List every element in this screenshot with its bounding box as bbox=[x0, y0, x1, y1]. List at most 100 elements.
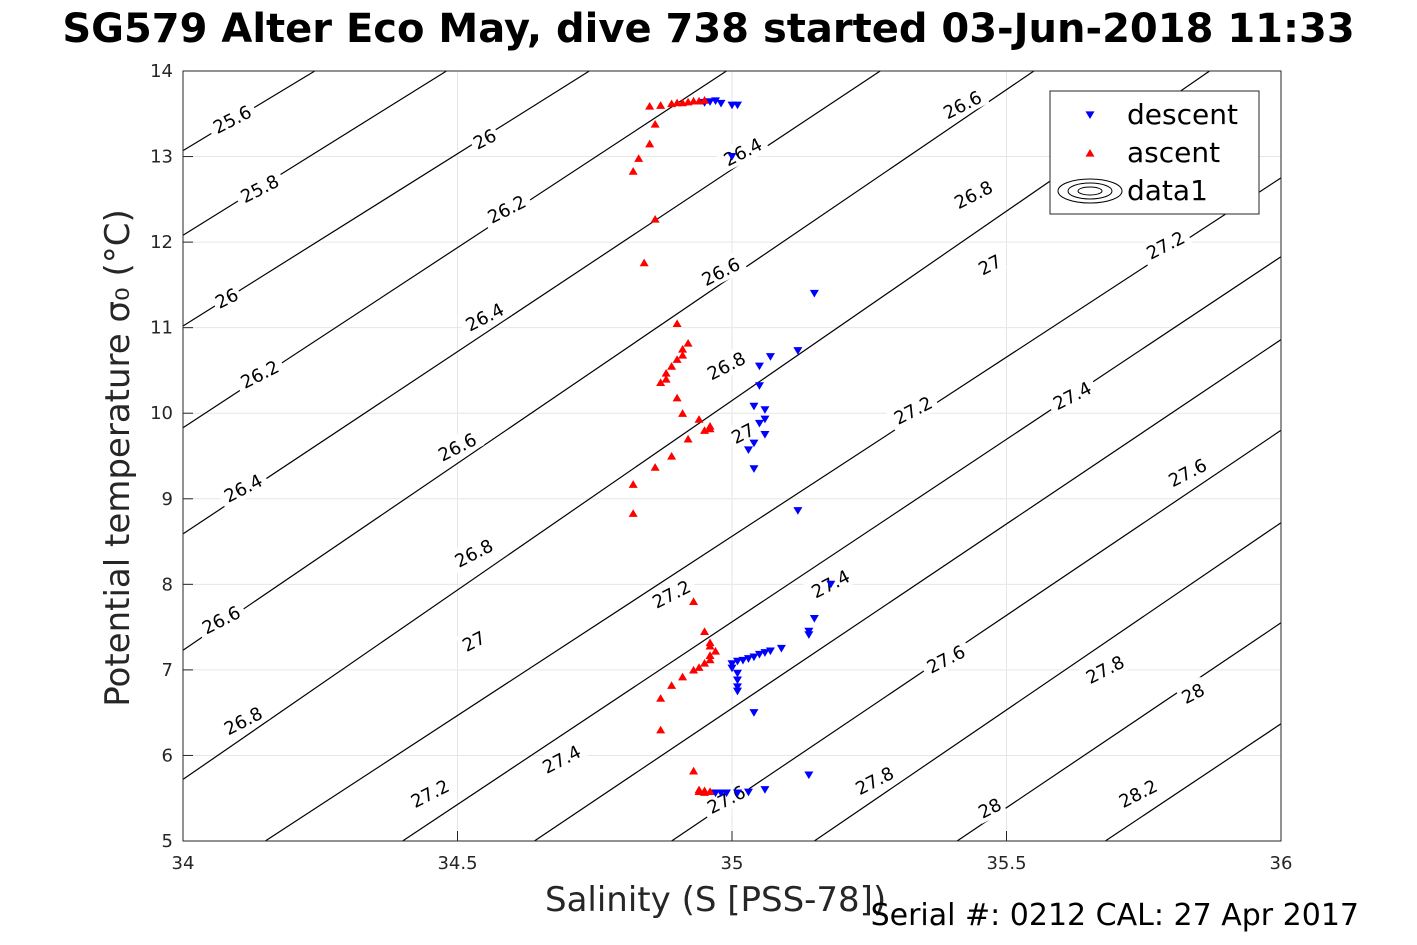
descent-point bbox=[809, 289, 819, 298]
ascent-point bbox=[705, 424, 715, 433]
contour-label-bg bbox=[918, 637, 973, 680]
ascent-point bbox=[667, 681, 677, 689]
contour-label: 27 bbox=[725, 416, 761, 450]
descent-point bbox=[793, 347, 803, 355]
ascent-point bbox=[672, 355, 682, 363]
y-tick-label: 6 bbox=[162, 745, 173, 766]
ascent-point bbox=[634, 154, 644, 162]
y-tick-label: 10 bbox=[150, 403, 173, 424]
descent-point bbox=[743, 788, 753, 797]
x-axis-ticks: 34 34.5 35 35.5 36 bbox=[172, 831, 1292, 874]
x-tick-label: 35.5 bbox=[986, 853, 1026, 874]
descent-point bbox=[727, 664, 737, 673]
contour-line bbox=[402, 256, 1282, 842]
contour-label: 26.2 bbox=[479, 187, 534, 230]
descent-point bbox=[765, 353, 775, 361]
contour-label-bg bbox=[456, 624, 492, 657]
contour-label: 26 bbox=[466, 122, 502, 155]
contour-label: 26.8 bbox=[215, 699, 271, 742]
ascent-point bbox=[667, 451, 677, 460]
ascent-point bbox=[678, 350, 688, 359]
contour-label: 26.4 bbox=[715, 130, 770, 173]
ascent-point bbox=[700, 658, 710, 667]
contour-label: 25.8 bbox=[232, 167, 287, 210]
ascent-point bbox=[645, 139, 655, 148]
descent-point bbox=[749, 439, 759, 448]
ascent-point bbox=[705, 651, 715, 659]
contour-label-bg bbox=[885, 388, 941, 431]
descent-point bbox=[749, 465, 759, 473]
y-tick-label: 11 bbox=[150, 318, 173, 339]
ascent-point bbox=[700, 786, 710, 795]
contour-label: 25.6 bbox=[204, 97, 260, 141]
contour-label: 27.6 bbox=[698, 777, 754, 821]
contour-label: 27.6 bbox=[918, 637, 973, 680]
contour-label: 27.6 bbox=[1159, 451, 1215, 494]
contour-line bbox=[813, 522, 1282, 842]
descent-point bbox=[776, 644, 786, 653]
legend-box bbox=[1049, 90, 1260, 215]
contour-label-bg bbox=[1175, 676, 1211, 710]
contour-label: 27.2 bbox=[643, 572, 699, 615]
contour-label-bg bbox=[934, 83, 990, 126]
ascent-point bbox=[705, 641, 715, 650]
contour-line bbox=[182, 70, 1210, 780]
contour-line bbox=[182, 70, 1035, 651]
ascent-point bbox=[705, 787, 715, 795]
contour-label-bg bbox=[972, 791, 1008, 824]
ascent-point bbox=[656, 694, 666, 702]
x-axis-label: Salinity (S [PSS-78]) bbox=[545, 880, 887, 920]
ascent-point bbox=[661, 374, 671, 383]
descent-point bbox=[760, 431, 770, 439]
contour-label-bg bbox=[193, 598, 249, 641]
contour-label-bg bbox=[1110, 771, 1166, 815]
descent-point bbox=[732, 101, 742, 110]
ascent-point bbox=[628, 167, 638, 175]
descent-point bbox=[793, 507, 803, 515]
descent-point bbox=[760, 415, 770, 424]
ascent-point bbox=[683, 339, 693, 347]
ascent-point bbox=[689, 665, 699, 674]
contour-label: 27.2 bbox=[885, 388, 941, 431]
descent-point bbox=[732, 669, 742, 678]
descent-point bbox=[732, 676, 742, 685]
contour-line bbox=[182, 70, 447, 236]
contour-label: 27 bbox=[456, 624, 492, 657]
ascent-point bbox=[656, 101, 666, 109]
ascent-point bbox=[678, 672, 688, 681]
contour-label-bg bbox=[232, 167, 287, 210]
ascent-point bbox=[711, 647, 721, 655]
contour-label-bg bbox=[215, 699, 271, 742]
y-tick-label: 5 bbox=[162, 831, 173, 852]
legend-contour-icon bbox=[1067, 182, 1113, 200]
ascent-point bbox=[656, 378, 666, 387]
descent-point bbox=[760, 786, 770, 794]
y-tick-label: 12 bbox=[150, 232, 173, 253]
contour-label-bg bbox=[972, 248, 1008, 281]
y-tick-label: 13 bbox=[150, 147, 173, 168]
contour-label-bg bbox=[1044, 374, 1100, 417]
contour-label: 27 bbox=[972, 248, 1008, 281]
descent-point bbox=[749, 709, 759, 717]
descent-point bbox=[732, 657, 742, 666]
ascent-series bbox=[628, 96, 721, 796]
legend-label: descent bbox=[1127, 98, 1238, 131]
descent-point bbox=[754, 382, 764, 390]
contour-label: 26.2 bbox=[232, 352, 287, 395]
y-tick-label: 9 bbox=[162, 489, 173, 510]
descent-point bbox=[760, 406, 770, 414]
contour-label: 27.4 bbox=[1044, 374, 1100, 417]
ascent-point bbox=[639, 258, 649, 267]
ascent-point bbox=[705, 655, 715, 664]
contour-label-bg bbox=[846, 759, 902, 802]
contour-label-bg bbox=[1137, 223, 1193, 266]
legend-contour-icon bbox=[1057, 178, 1123, 204]
contour-line bbox=[182, 70, 590, 327]
contour-label: 27.8 bbox=[1077, 647, 1133, 691]
descent-point bbox=[711, 97, 721, 105]
contour-label: 26 bbox=[208, 281, 244, 314]
descent-point bbox=[716, 99, 726, 108]
y-tick-label: 8 bbox=[162, 574, 173, 595]
ascent-point bbox=[694, 415, 704, 423]
